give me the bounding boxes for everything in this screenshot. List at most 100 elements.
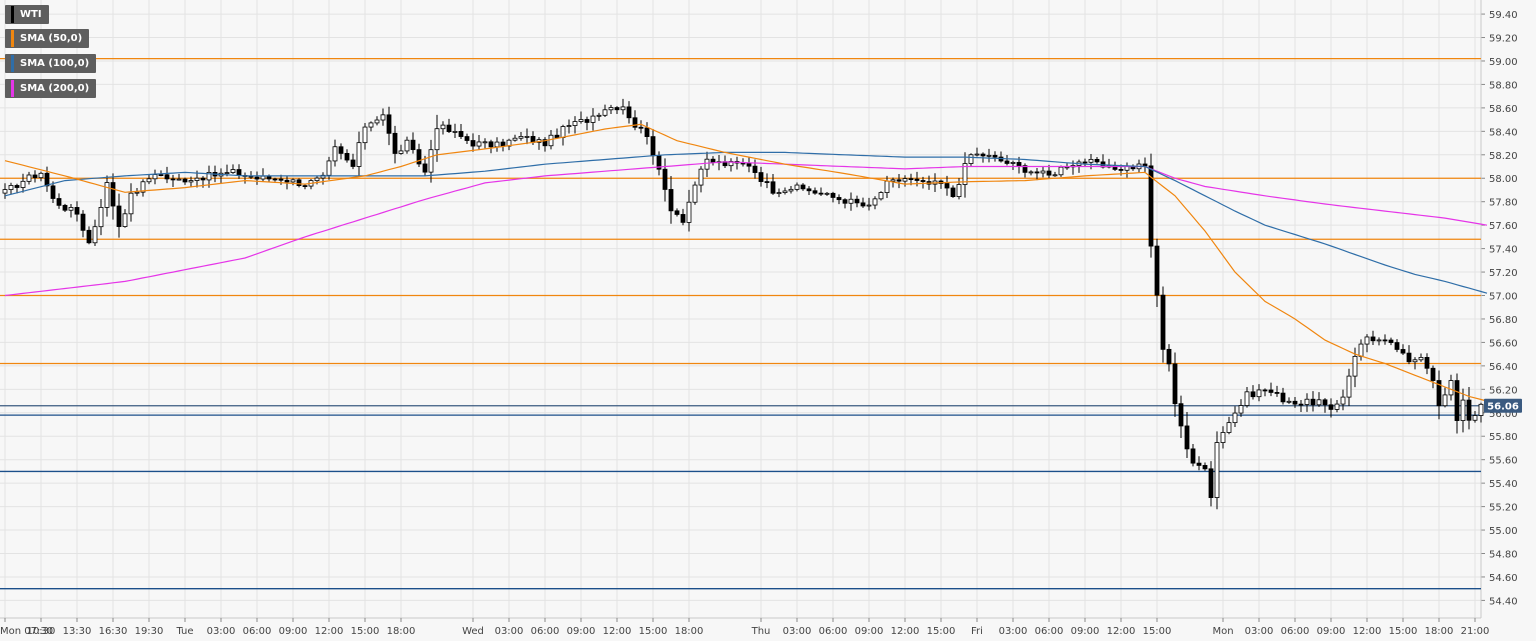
candle-body[interactable]: [944, 183, 950, 189]
candle-body[interactable]: [1298, 403, 1304, 406]
candle-body[interactable]: [866, 204, 872, 207]
candle-body[interactable]: [50, 185, 56, 199]
candle-body[interactable]: [1178, 403, 1184, 427]
candle-body[interactable]: [1466, 399, 1472, 421]
candle-body[interactable]: [728, 161, 734, 167]
candle-body[interactable]: [776, 192, 782, 194]
candle-body[interactable]: [194, 177, 200, 181]
candle-body[interactable]: [38, 172, 44, 179]
candle-body[interactable]: [758, 172, 764, 182]
candle-body[interactable]: [1352, 355, 1358, 377]
candle-body[interactable]: [1010, 162, 1016, 164]
candle-body[interactable]: [890, 179, 896, 182]
candle-body[interactable]: [326, 160, 332, 176]
candle-body[interactable]: [44, 172, 50, 187]
candle-body[interactable]: [650, 136, 656, 157]
candle-body[interactable]: [122, 213, 128, 227]
candle-body[interactable]: [236, 169, 242, 176]
candle-body[interactable]: [1034, 171, 1040, 174]
candle-body[interactable]: [182, 178, 188, 183]
candle-body[interactable]: [56, 198, 62, 206]
candle-body[interactable]: [116, 205, 122, 227]
candle-body[interactable]: [200, 177, 206, 181]
candle-body[interactable]: [518, 136, 524, 139]
candle-body[interactable]: [1166, 348, 1172, 365]
candle-body[interactable]: [104, 182, 110, 208]
candle-body[interactable]: [686, 201, 692, 223]
candle-body[interactable]: [986, 154, 992, 157]
candle-body[interactable]: [128, 192, 134, 215]
candle-body[interactable]: [530, 136, 536, 143]
candle-body[interactable]: [680, 214, 686, 223]
candle-body[interactable]: [494, 141, 500, 148]
candle-body[interactable]: [1436, 380, 1442, 407]
candle-body[interactable]: [644, 127, 650, 137]
candle-body[interactable]: [800, 184, 806, 190]
candle-body[interactable]: [1082, 161, 1088, 164]
candle-body[interactable]: [206, 171, 212, 181]
candle-body[interactable]: [962, 163, 968, 185]
candle-body[interactable]: [278, 178, 284, 181]
candle-body[interactable]: [1424, 357, 1430, 369]
candle-body[interactable]: [1154, 245, 1160, 296]
candle-body[interactable]: [302, 185, 308, 187]
legend-sma-200[interactable]: SMA (200,0): [5, 79, 97, 98]
candle-body[interactable]: [284, 179, 290, 183]
candle-body[interactable]: [110, 182, 116, 207]
candle-body[interactable]: [614, 107, 620, 111]
candle-body[interactable]: [86, 229, 92, 244]
candle-body[interactable]: [338, 146, 344, 154]
candle-body[interactable]: [1016, 162, 1022, 167]
candle-body[interactable]: [1004, 160, 1010, 164]
candle-body[interactable]: [668, 189, 674, 212]
candle-body[interactable]: [1364, 336, 1370, 345]
candle-body[interactable]: [1286, 400, 1292, 403]
candle-body[interactable]: [830, 192, 836, 198]
candle-body[interactable]: [158, 174, 164, 176]
candle-body[interactable]: [746, 163, 752, 167]
candle-body[interactable]: [692, 184, 698, 203]
candle-body[interactable]: [1244, 391, 1250, 406]
candle-body[interactable]: [434, 128, 440, 151]
candle-body[interactable]: [1478, 403, 1484, 416]
candle-body[interactable]: [1460, 399, 1466, 421]
candle-body[interactable]: [662, 168, 668, 190]
candle-body[interactable]: [854, 198, 860, 204]
candle-body[interactable]: [440, 124, 446, 130]
candle-body[interactable]: [566, 125, 572, 127]
candle-body[interactable]: [410, 139, 416, 151]
candle-body[interactable]: [272, 178, 278, 181]
candle-body[interactable]: [254, 176, 260, 180]
candle-body[interactable]: [62, 204, 68, 211]
sma-100-line[interactable]: [4, 151, 1488, 294]
candle-body[interactable]: [548, 134, 554, 147]
candle-body[interactable]: [1022, 165, 1028, 173]
candle-body[interactable]: [368, 122, 374, 128]
candle-body[interactable]: [1256, 389, 1262, 398]
legend-sma-50[interactable]: SMA (50,0): [5, 29, 90, 48]
candle-body[interactable]: [1328, 404, 1334, 410]
candle-body[interactable]: [638, 126, 644, 129]
candle-body[interactable]: [542, 139, 548, 147]
candle-body[interactable]: [404, 139, 410, 152]
candle-body[interactable]: [764, 181, 770, 183]
candle-body[interactable]: [1196, 462, 1202, 466]
candle-body[interactable]: [146, 178, 152, 183]
candle-body[interactable]: [152, 174, 158, 180]
candle-body[interactable]: [980, 153, 986, 157]
candle-body[interactable]: [788, 188, 794, 192]
candle-body[interactable]: [1400, 349, 1406, 354]
candle-body[interactable]: [170, 178, 176, 181]
candle-body[interactable]: [260, 175, 266, 180]
candle-body[interactable]: [524, 136, 530, 138]
candle-body[interactable]: [584, 119, 590, 123]
candle-body[interactable]: [1232, 412, 1238, 424]
candle-body[interactable]: [1346, 375, 1352, 398]
candle-body[interactable]: [350, 159, 356, 167]
candle-body[interactable]: [590, 115, 596, 123]
candle-body[interactable]: [176, 178, 182, 181]
candle-body[interactable]: [1040, 170, 1046, 174]
candle-body[interactable]: [1340, 396, 1346, 405]
candle-body[interactable]: [1142, 163, 1148, 167]
candle-body[interactable]: [554, 134, 560, 138]
